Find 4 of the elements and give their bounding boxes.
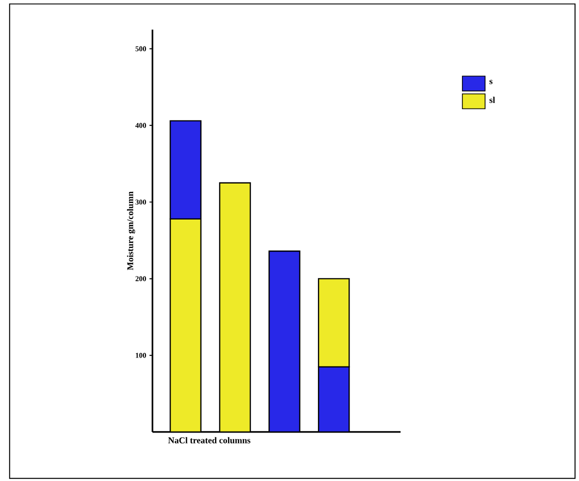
x-axis-title: NaCl treated columns <box>168 436 250 444</box>
legend-label: sl <box>490 96 496 103</box>
y-axis-title: Moisture gm/column <box>126 191 136 270</box>
legend-label: s <box>490 80 492 84</box>
